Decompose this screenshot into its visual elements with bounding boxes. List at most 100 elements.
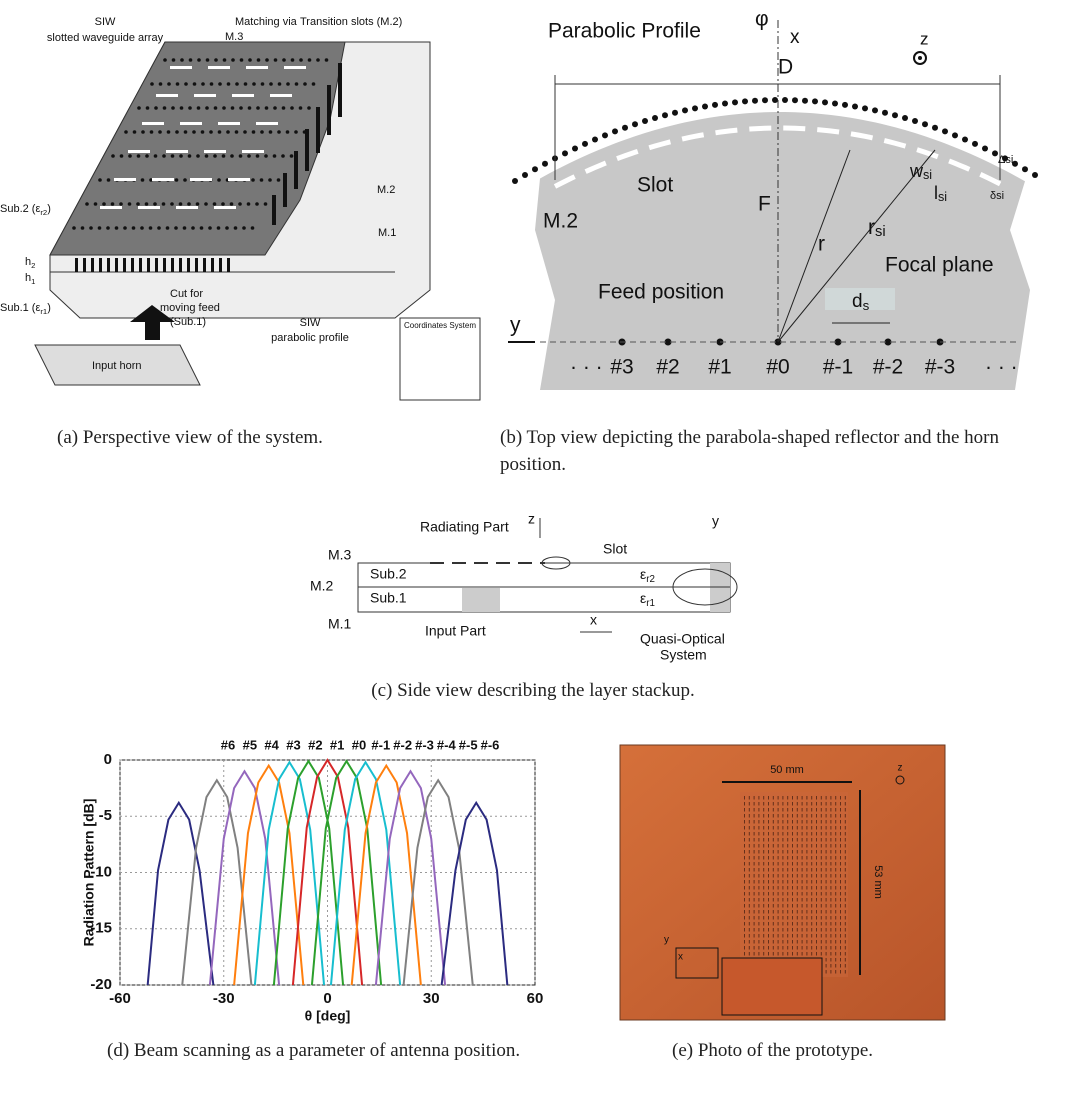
slot: [792, 874, 793, 878]
profile-dot: [582, 141, 588, 147]
slot: [754, 874, 755, 878]
slot: [797, 952, 798, 956]
via: [227, 82, 231, 86]
transition: [305, 129, 309, 171]
label: y: [712, 513, 719, 529]
via: [191, 226, 195, 230]
slot: [826, 946, 827, 950]
label-sub: 1: [31, 277, 35, 286]
slot: [782, 934, 783, 938]
slot: [773, 802, 774, 806]
slot: [768, 862, 769, 866]
profile-dot: [1022, 166, 1028, 172]
via-row: [227, 258, 230, 272]
slot: [787, 802, 788, 806]
slot: [826, 910, 827, 914]
via: [239, 106, 243, 110]
label-text: ): [47, 203, 51, 215]
via-row: [91, 258, 94, 272]
slot: [749, 874, 750, 878]
slot: [830, 844, 831, 848]
slot: [797, 922, 798, 926]
slot: [242, 150, 264, 153]
profile-dot: [532, 166, 538, 172]
slot: [749, 820, 750, 824]
slot: [792, 832, 793, 836]
slot: [802, 934, 803, 938]
slot: [811, 802, 812, 806]
via: [94, 202, 98, 206]
slot: [826, 898, 827, 902]
slot: [816, 952, 817, 956]
via: [299, 58, 303, 62]
via: [238, 202, 242, 206]
slot: [773, 808, 774, 812]
slot: [782, 820, 783, 824]
profile-dot: [772, 97, 778, 103]
slot: [773, 880, 774, 884]
via: [213, 202, 217, 206]
slot: [806, 808, 807, 812]
profile-dot: [592, 136, 598, 142]
slot: [845, 796, 846, 800]
slot: [778, 928, 779, 932]
slot: [768, 850, 769, 854]
slot: [797, 940, 798, 944]
via: [252, 82, 256, 86]
slot: [802, 850, 803, 854]
slot: [763, 868, 764, 872]
slot: [773, 910, 774, 914]
slot: [754, 814, 755, 818]
x-tick-label: -30: [213, 990, 235, 1007]
via: [187, 202, 191, 206]
slot: [792, 814, 793, 818]
slot: [792, 946, 793, 950]
slot: [778, 820, 779, 824]
slot: [811, 880, 812, 884]
slot: [845, 886, 846, 890]
slot: [792, 898, 793, 902]
slot: [778, 898, 779, 902]
slot: [816, 868, 817, 872]
slot: [802, 904, 803, 908]
slot: [754, 922, 755, 926]
label: φ: [755, 8, 769, 31]
via: [269, 82, 273, 86]
profile-dot: [802, 98, 808, 104]
slot: [782, 838, 783, 842]
via: [150, 82, 154, 86]
slot: [787, 820, 788, 824]
slot: [826, 874, 827, 878]
via: [81, 226, 85, 230]
slot: [792, 952, 793, 956]
slot: [811, 898, 812, 902]
via: [291, 58, 295, 62]
slot: [782, 802, 783, 806]
slot: [768, 946, 769, 950]
via: [146, 106, 150, 110]
via: [252, 130, 256, 134]
slot: [749, 814, 750, 818]
slot: [152, 178, 174, 181]
slot: [758, 814, 759, 818]
slot: [811, 952, 812, 956]
label: M.2: [377, 184, 395, 196]
slot: [754, 940, 755, 944]
slot: [830, 964, 831, 968]
slot: [763, 850, 764, 854]
via: [240, 58, 244, 62]
slot: [826, 952, 827, 956]
profile-dot: [932, 125, 938, 131]
slot: [792, 940, 793, 944]
slot: [802, 940, 803, 944]
slot: [156, 94, 178, 97]
slot: [792, 886, 793, 890]
via-row: [139, 258, 142, 272]
slot: [749, 952, 750, 956]
slot: [773, 940, 774, 944]
via: [209, 130, 213, 134]
slot: [792, 838, 793, 842]
via-row: [83, 258, 86, 272]
slot: [782, 808, 783, 812]
via: [200, 226, 204, 230]
